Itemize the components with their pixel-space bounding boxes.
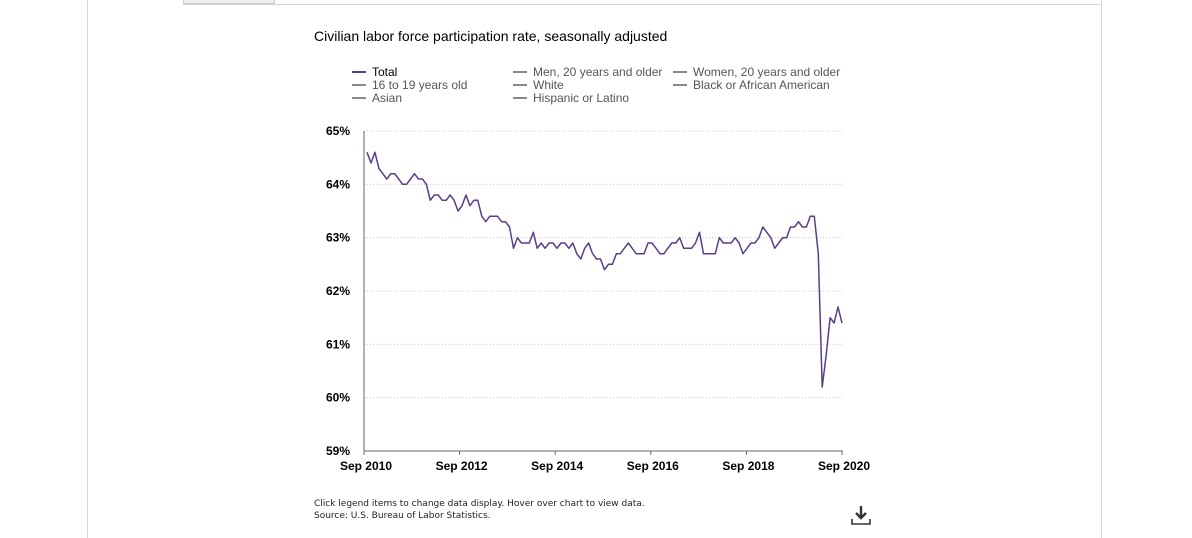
footnote-instructions: Click legend items to change data displa…: [314, 499, 645, 509]
legend-item-black[interactable]: Black or African American: [673, 79, 830, 92]
y-tick-label: 60%: [326, 391, 350, 405]
legend-item-men-20[interactable]: Men, 20 years and older: [513, 66, 662, 79]
x-tick-label: Sep 2018: [722, 459, 774, 473]
legend-item-asian[interactable]: Asian: [352, 92, 402, 105]
x-tick-label: Sep 2012: [436, 459, 488, 473]
y-tick-label: 62%: [326, 284, 350, 298]
legend-swatch: [352, 70, 366, 73]
y-tick-label: 65%: [326, 124, 350, 138]
legend-swatch: [513, 70, 527, 73]
x-tick-label: Sep 2016: [627, 459, 679, 473]
download-button[interactable]: [850, 504, 872, 526]
legend-label: Hispanic or Latino: [533, 91, 630, 105]
legend-item-16-to-19[interactable]: 16 to 19 years old: [352, 79, 467, 92]
y-tick-label: 61%: [326, 337, 350, 351]
legend-swatch: [673, 70, 687, 73]
footnote-source: Source: U.S. Bureau of Labor Statistics.: [314, 511, 491, 521]
legend-item-total[interactable]: Total: [352, 66, 397, 79]
legend-swatch: [673, 83, 687, 86]
download-icon: [851, 506, 871, 525]
legend-swatch: [352, 96, 366, 99]
legend-label: Women, 20 years and older: [693, 65, 841, 79]
y-tick-label: 64%: [326, 177, 350, 191]
legend-label: Asian: [372, 91, 403, 105]
legend-label: White: [533, 78, 564, 92]
tab-stub[interactable]: [183, 0, 275, 4]
legend-label: Total: [372, 65, 398, 79]
x-tick-label: Sep 2010: [340, 459, 392, 473]
x-tick-label: Sep 2020: [818, 459, 870, 473]
legend-item-white[interactable]: White: [513, 79, 564, 92]
chart-title: Civilian labor force participation rate,…: [314, 28, 668, 44]
y-tick-label: 59%: [326, 444, 350, 458]
legend-swatch: [513, 83, 527, 86]
legend-swatch: [513, 96, 527, 99]
y-tick-label: 63%: [326, 231, 350, 245]
series-line-total: [366, 151, 843, 388]
x-tick-label: Sep 2014: [531, 459, 583, 473]
chart-panel: [87, 0, 1102, 538]
legend-swatch: [352, 83, 366, 86]
legend-label: Men, 20 years and older: [533, 65, 663, 79]
panel-top-border: [183, 4, 1101, 5]
legend-label: Black or African American: [693, 78, 830, 92]
legend-label: 16 to 19 years old: [372, 78, 468, 92]
legend-item-hispanic[interactable]: Hispanic or Latino: [513, 92, 629, 105]
legend-item-women-20[interactable]: Women, 20 years and older: [673, 66, 840, 79]
